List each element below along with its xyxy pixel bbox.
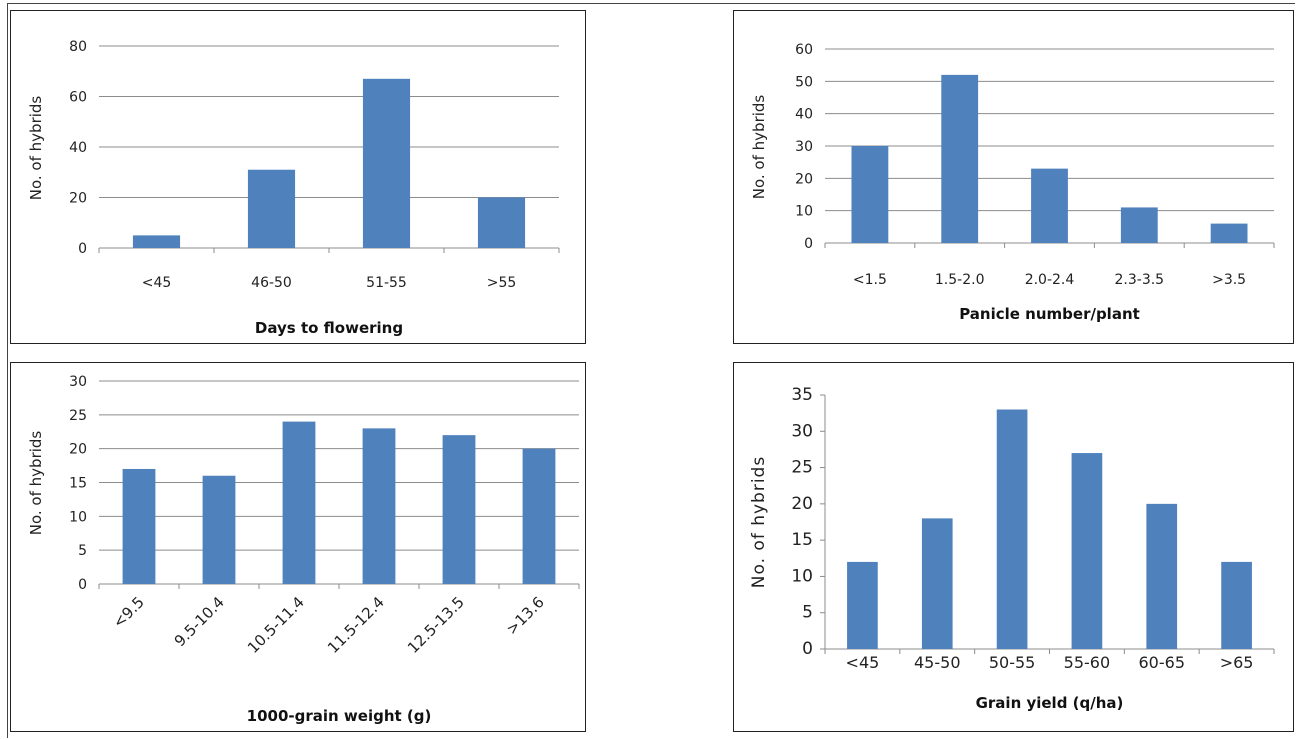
bar	[851, 146, 889, 243]
bar	[362, 428, 396, 584]
chart-grain-weight: 0 5 10 15 20 25 30 <9.5 9.5-10.4 10.5-11.4 11.5-12…	[10, 362, 586, 732]
x-tick-label: <45	[142, 275, 172, 291]
y-tick-label: 5	[78, 543, 87, 559]
y-tick-label: 40	[795, 107, 813, 123]
bar	[1031, 168, 1068, 243]
y-tick-label: 20	[791, 494, 813, 514]
y-axis-title: No. of hybrids	[749, 456, 769, 588]
bar	[1120, 207, 1158, 243]
bar	[847, 561, 878, 649]
bar	[1221, 561, 1252, 649]
y-tick-label: 60	[795, 42, 813, 58]
y-tick-label: 80	[69, 39, 87, 55]
y-axis-title: No. of hybrids	[750, 95, 768, 200]
bar	[477, 197, 526, 248]
y-tick-label: 0	[78, 241, 87, 257]
y-axis-title: No. of hybrids	[27, 96, 45, 201]
chart-svg: 0 10 20 30 40 50 60 <1.5 1.5-2.0 2.0-2.4 2.3-3.5 >3…	[750, 42, 1275, 323]
x-tick-label: 60-65	[1139, 653, 1186, 672]
chart-svg: 0 20 40 60 80 <45 46-50 51-55 >55 Days to floweri…	[27, 39, 560, 337]
bar	[996, 409, 1028, 649]
x-tick-label: >55	[487, 275, 517, 291]
y-tick-label: 0	[78, 577, 87, 593]
x-tick-label: 45-50	[914, 653, 961, 672]
x-tick-label: 9.5-10.4	[171, 593, 228, 650]
y-tick-label: 0	[802, 639, 813, 659]
x-tick-label: <1.5	[853, 272, 887, 288]
x-tick-label: 12.5-13.5	[404, 593, 468, 657]
y-tick-label: 40	[69, 140, 87, 156]
y-tick-label: 25	[791, 458, 813, 478]
x-axis-title: Days to flowering	[255, 319, 403, 337]
x-tick-label: 2.0-2.4	[1025, 272, 1075, 288]
x-tick-label: 55-60	[1064, 653, 1111, 672]
x-tick-label: 50-55	[989, 653, 1036, 672]
y-tick-label: 10	[795, 204, 813, 220]
x-axis-title: Panicle number/plant	[959, 305, 1140, 323]
y-tick-label: 0	[804, 236, 813, 252]
bar	[362, 78, 411, 248]
y-tick-label: 50	[795, 74, 813, 90]
y-axis-title: No. of hybrids	[27, 431, 45, 536]
chart-panicle-number: 0 10 20 30 40 50 60 <1.5 1.5-2.0 2.0-2.4 2.3-3.5 >3…	[733, 10, 1294, 344]
bar	[202, 475, 236, 584]
y-tick-label: 25	[69, 408, 87, 424]
bar	[1146, 503, 1178, 649]
x-tick-label: >3.5	[1212, 272, 1246, 288]
bar	[522, 448, 556, 584]
y-tick-label: 30	[69, 374, 87, 390]
chart-svg: 0 5 10 15 20 25 30 <9.5 9.5-10.4 10.5-11.4 11.5-12…	[27, 374, 580, 725]
bar	[1210, 223, 1248, 243]
x-tick-label: >65	[1220, 653, 1254, 672]
y-tick-label: 15	[69, 476, 87, 492]
bar	[442, 435, 476, 584]
y-tick-label: 20	[69, 442, 87, 458]
y-tick-label: 30	[795, 139, 813, 155]
x-tick-label: 10.5-11.4	[244, 593, 308, 657]
figure-frame	[7, 3, 1295, 738]
y-tick-label: 10	[791, 566, 813, 586]
x-tick-label: >13.6	[503, 593, 548, 638]
chart-grain-yield: 0 5 10 15 20 25 30 35 <45 45-50 50-55 55-60 60-65 >65…	[733, 362, 1294, 732]
x-tick-label: 1.5-2.0	[935, 272, 985, 288]
y-tick-label: 15	[791, 530, 813, 550]
bar	[132, 235, 181, 248]
y-tick-label: 20	[69, 191, 87, 207]
bar	[122, 468, 156, 584]
bar	[921, 518, 953, 649]
y-tick-label: 10	[69, 509, 87, 525]
bar	[941, 74, 979, 243]
x-axis-title: Grain yield (q/ha)	[976, 694, 1124, 712]
x-tick-label: 11.5-12.4	[324, 593, 388, 657]
y-tick-label: 60	[69, 90, 87, 106]
x-axis-title: 1000-grain weight (g)	[247, 707, 432, 725]
x-tick-label: 46-50	[251, 275, 292, 291]
bar	[1071, 453, 1103, 649]
x-tick-label: <45	[846, 653, 880, 672]
bar	[247, 169, 296, 248]
y-tick-label: 20	[795, 171, 813, 187]
chart-svg: 0 5 10 15 20 25 30 35 <45 45-50 50-55 55-60 60-65 >65…	[749, 385, 1275, 712]
y-tick-label: 30	[791, 421, 813, 441]
y-tick-label: 5	[802, 603, 813, 623]
y-tick-label: 35	[791, 385, 813, 405]
bar	[282, 421, 316, 584]
x-tick-label: 51-55	[366, 275, 407, 291]
x-tick-label: <9.5	[109, 593, 147, 631]
chart-days-to-flowering: 0 20 40 60 80 <45 46-50 51-55 >55 Days to floweri…	[10, 10, 586, 344]
x-tick-label: 2.3-3.5	[1115, 272, 1165, 288]
